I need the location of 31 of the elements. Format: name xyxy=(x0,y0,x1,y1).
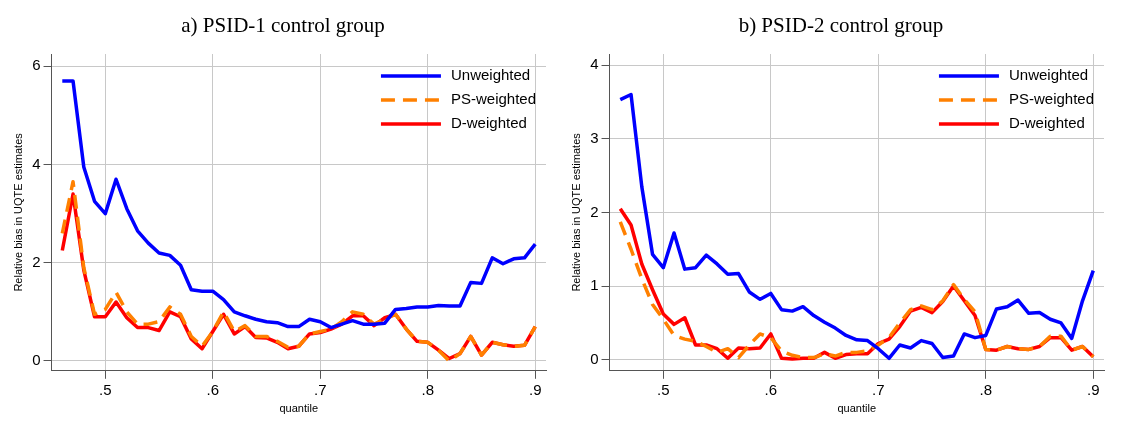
x-tick-label: .6 xyxy=(206,380,220,398)
y-tick-label: 2 xyxy=(590,202,599,220)
chart-title: b) PSID-2 control group xyxy=(737,12,945,39)
x-tick-label: .8 xyxy=(421,380,435,398)
x-tick-label: .9 xyxy=(528,380,542,398)
legend-label: Unweighted xyxy=(1008,66,1089,84)
y-tick-label: 6 xyxy=(32,56,41,74)
legend-label: PS-weighted xyxy=(1008,90,1095,108)
y-tick-label: 1 xyxy=(590,276,599,294)
x-tick-label: .6 xyxy=(764,380,778,398)
legend-label: Unweighted xyxy=(450,66,531,84)
x-tick-label: .5 xyxy=(657,380,670,398)
x-tick-label: .5 xyxy=(99,380,112,398)
x-tick-label: .7 xyxy=(314,380,327,398)
y-tick-label: 2 xyxy=(32,252,41,270)
y-tick-label: 4 xyxy=(590,55,599,73)
legend-label: D-weighted xyxy=(450,114,527,132)
legend-label: D-weighted xyxy=(1008,114,1085,132)
x-axis-title: quantile xyxy=(279,402,319,415)
x-tick-label: .7 xyxy=(872,380,885,398)
y-tick-label: 3 xyxy=(590,128,599,146)
y-axis-title: Relative bias in UQTE estimates xyxy=(569,132,582,292)
chart-title: a) PSID-1 control group xyxy=(180,12,386,39)
x-tick-label: .9 xyxy=(1086,380,1100,398)
y-tick-label: 0 xyxy=(32,351,41,369)
y-axis-title: Relative bias in UQTE estimates xyxy=(11,132,24,292)
y-tick-label: 4 xyxy=(32,154,41,172)
x-tick-label: .8 xyxy=(979,380,993,398)
legend-label: PS-weighted xyxy=(450,90,537,108)
x-axis-title: quantile xyxy=(837,402,877,415)
y-tick-label: 0 xyxy=(590,349,599,367)
